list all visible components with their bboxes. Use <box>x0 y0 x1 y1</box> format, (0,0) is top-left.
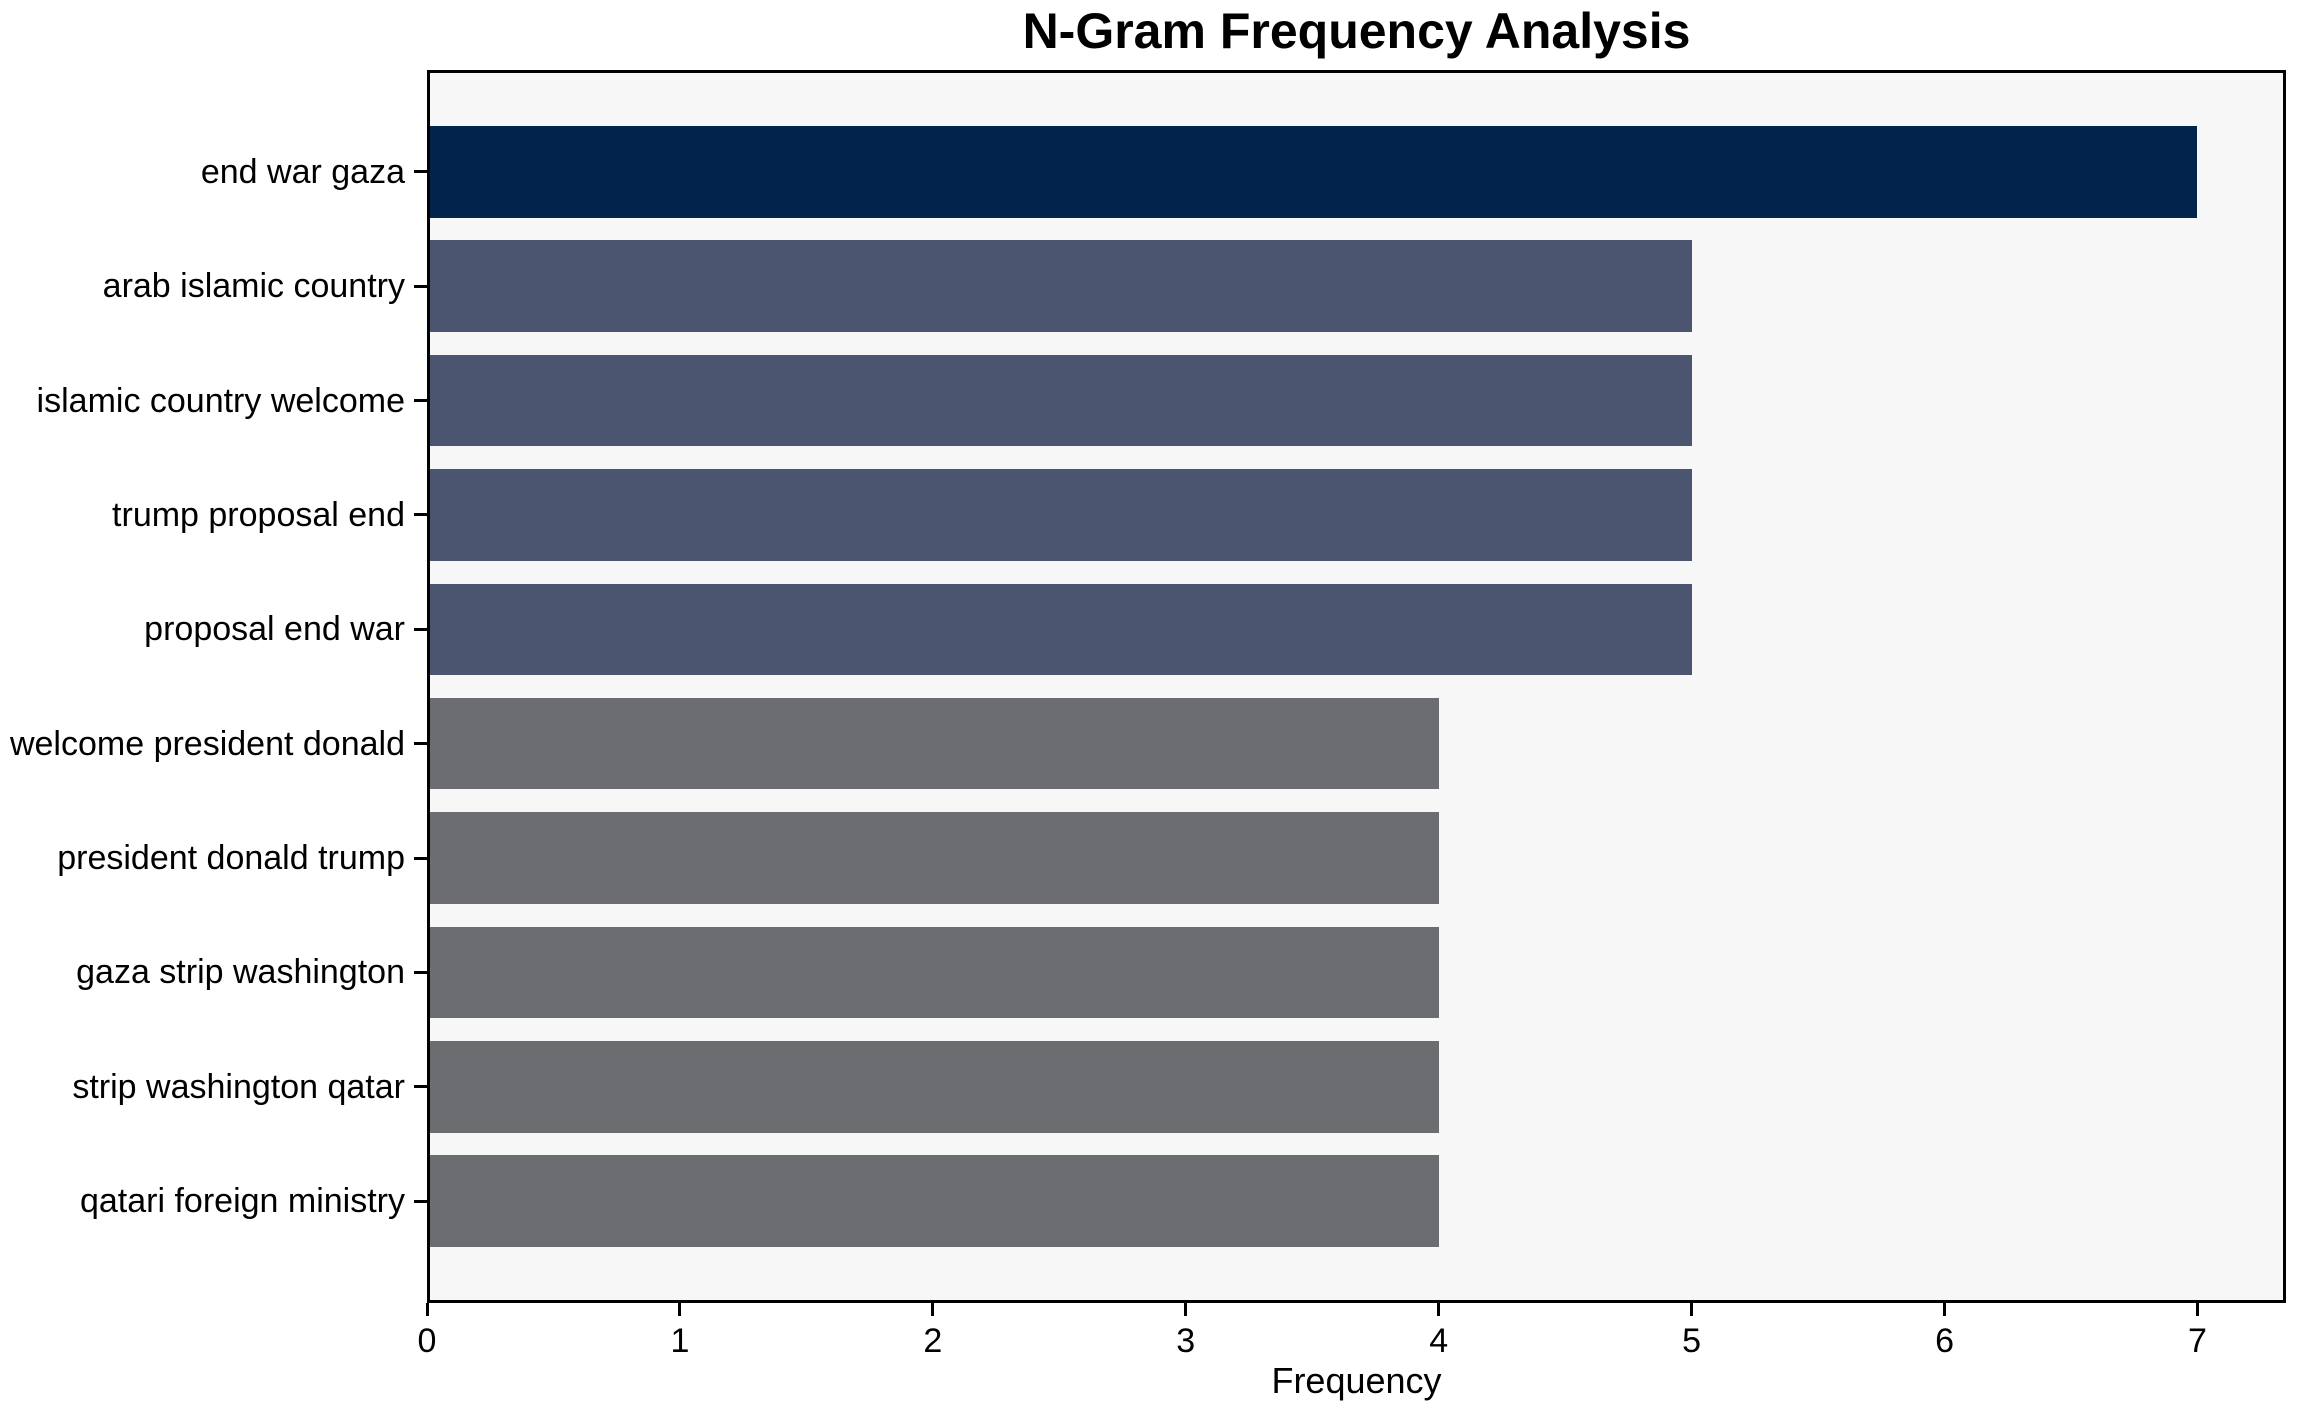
y-tick <box>414 170 427 174</box>
y-axis-label: strip washington qatar <box>72 1067 405 1106</box>
y-axis-label: arab islamic country <box>102 267 405 306</box>
x-tick <box>1437 1303 1441 1316</box>
bar-islamic-country-welcome <box>427 354 1692 447</box>
bar-end-war-gaza <box>427 126 2198 218</box>
x-tick-label: 3 <box>1176 1322 1196 1360</box>
y-tick <box>414 970 427 974</box>
y-axis-label: trump proposal end <box>112 495 405 534</box>
x-tick-label: 1 <box>670 1322 690 1360</box>
y-axis-label: welcome president donald <box>9 724 405 763</box>
y-axis-label: president donald trump <box>57 839 405 878</box>
y-axis-label: qatari foreign ministry <box>79 1182 405 1221</box>
y-tick <box>414 856 427 860</box>
y-axis-label: proposal end war <box>144 610 405 649</box>
y-axis-label: end war gaza <box>200 152 405 191</box>
bar-trump-proposal-end <box>427 469 1692 561</box>
y-tick <box>414 399 427 403</box>
bar-gaza-strip-washington <box>427 926 1439 1019</box>
y-tick <box>414 1199 427 1203</box>
chart-title: N-Gram Frequency Analysis <box>1022 3 1691 59</box>
y-tick <box>414 742 427 746</box>
y-axis-label: gaza strip washington <box>76 953 405 992</box>
x-tick-label: 4 <box>1429 1322 1449 1360</box>
bar-arab-islamic-country <box>427 240 1692 332</box>
y-tick <box>414 1085 427 1089</box>
x-tick <box>1943 1303 1947 1316</box>
bar-qatari-foreign-ministry <box>427 1155 1439 1247</box>
x-tick-label: 6 <box>1935 1322 1954 1360</box>
x-tick <box>425 1303 429 1316</box>
y-axis-label: islamic country welcome <box>36 381 405 420</box>
x-tick <box>1690 1303 1694 1316</box>
x-tick-label: 5 <box>1682 1322 1702 1360</box>
bar-proposal-end-war <box>427 583 1692 676</box>
y-tick <box>414 627 427 631</box>
x-tick-label: 7 <box>2188 1322 2207 1360</box>
x-tick <box>931 1303 935 1316</box>
x-tick <box>1184 1303 1188 1316</box>
bar-strip-washington-qatar <box>427 1041 1439 1133</box>
bar-president-donald-trump <box>427 812 1439 904</box>
bar-welcome-president-donald <box>427 697 1439 790</box>
x-tick-label: 2 <box>923 1322 943 1360</box>
y-tick <box>414 284 427 288</box>
y-tick <box>414 513 427 517</box>
x-axis-title: Frequency <box>1271 1360 1442 1401</box>
x-tick-label: 0 <box>417 1322 437 1360</box>
x-tick <box>2195 1303 2199 1316</box>
x-tick <box>678 1303 682 1316</box>
